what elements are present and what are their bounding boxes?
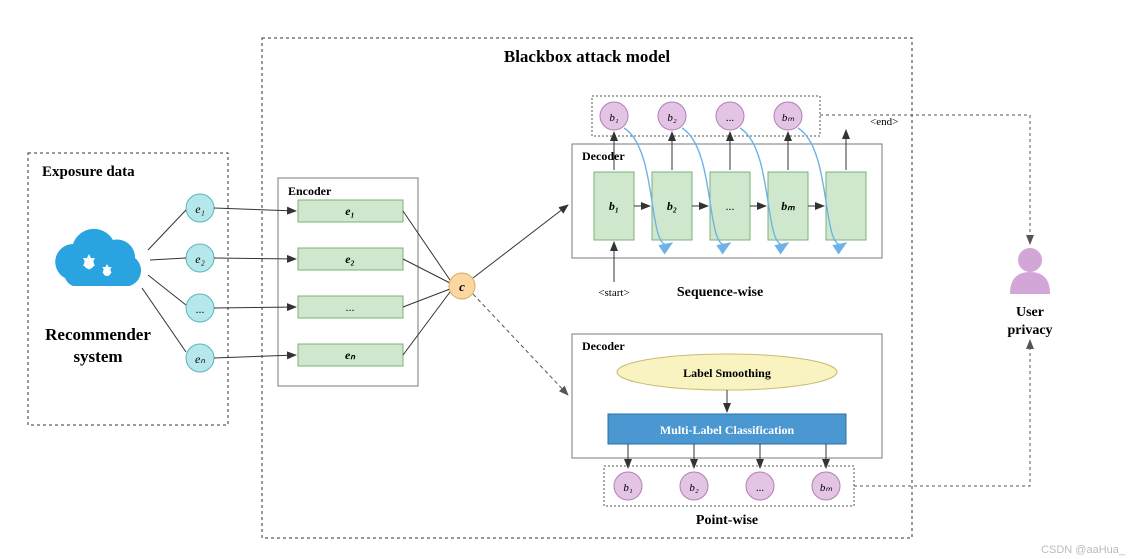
blackbox-panel: [262, 38, 912, 538]
watermark: CSDN @aaHua_: [1041, 544, 1126, 556]
recommender-label-2: system: [73, 347, 122, 366]
seq-o3: ...: [726, 112, 735, 124]
label-smoothing-label: Label Smoothing: [683, 366, 771, 380]
e-node-1: e₁: [186, 194, 214, 222]
e-node-4: eₙ: [186, 344, 214, 372]
e-node-2-label: e₂: [195, 252, 205, 266]
point-caption: Point-wise: [696, 513, 758, 528]
enc-b2: e₂: [345, 252, 355, 266]
exposure-label: Exposure data: [42, 164, 135, 180]
e-node-3-label: ...: [196, 302, 205, 316]
e-node-1-label: e₁: [195, 202, 205, 216]
classifier-label: Multi-Label Classification: [660, 423, 795, 437]
cloud-icon: [55, 229, 141, 286]
enc-b1: e₁: [345, 204, 355, 218]
seq-b3: ...: [726, 199, 735, 213]
user-icon: [1010, 248, 1050, 294]
seq-o1: b₁: [609, 112, 619, 124]
start-label: <start>: [598, 287, 629, 299]
point-decoder-label: Decoder: [582, 339, 625, 353]
encoder-blocks: e₁ e₂ ... eₙ: [298, 200, 403, 366]
diagram-canvas: Blackbox attack model Exposure data Reco…: [0, 0, 1135, 559]
pt-o1: b₁: [623, 482, 633, 494]
pt-o4: bₘ: [820, 482, 833, 494]
user-label-2: privacy: [1007, 323, 1052, 338]
seq-b1: b₁: [609, 199, 619, 213]
recommender-label-1: Recommender: [45, 325, 151, 344]
pt-o3: ...: [756, 482, 765, 494]
end-label: <end>: [870, 116, 898, 128]
seq-o2: b₂: [667, 112, 677, 124]
pt-o2: b₂: [689, 482, 699, 494]
exposure-nodes: e₁ e₂ ... eₙ: [186, 194, 214, 372]
user-label-1: User: [1016, 305, 1044, 320]
blackbox-title: Blackbox attack model: [504, 47, 671, 66]
enc-b4: eₙ: [345, 348, 356, 362]
seq-b2: b₂: [667, 199, 677, 213]
e-node-2: e₂: [186, 244, 214, 272]
seq-outputs: b₁ b₂ ... bₘ: [600, 102, 802, 130]
encoder-label: Encoder: [288, 184, 332, 198]
seq-b4: bₘ: [781, 199, 795, 213]
context-label: c: [459, 279, 465, 294]
enc-b3: ...: [346, 300, 355, 314]
e-node-3: ...: [186, 294, 214, 322]
e-node-4-label: eₙ: [195, 352, 205, 366]
seq-caption: Sequence-wise: [677, 285, 763, 300]
point-outputs: b₁ b₂ ... bₘ: [614, 472, 840, 500]
seq-o4: bₘ: [782, 112, 795, 124]
seq-decoder-label: Decoder: [582, 149, 625, 163]
